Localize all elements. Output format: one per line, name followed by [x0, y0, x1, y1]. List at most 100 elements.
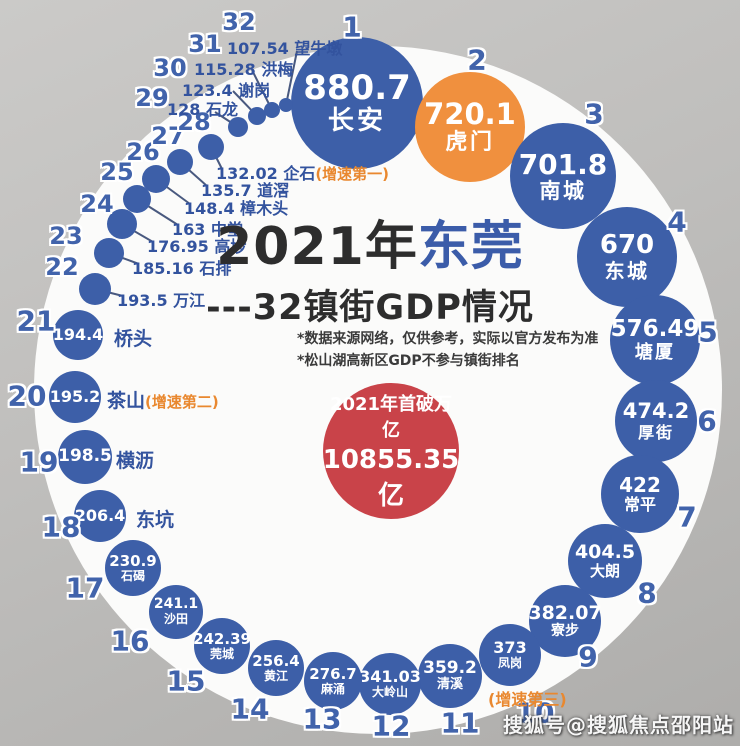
rank-number-26: 26 — [126, 138, 160, 166]
rank-number-12: 12 — [371, 709, 411, 743]
bubble-name: 石碣 — [120, 568, 145, 583]
rank-number-11: 11 — [440, 706, 480, 740]
rank-number-17: 17 — [65, 571, 105, 605]
rank-number-16: 16 — [110, 624, 150, 658]
town-label-26: 148.4 樟木头 — [184, 199, 289, 218]
bubble-name: 东城 — [604, 259, 650, 284]
rank-number-31: 31 — [188, 30, 222, 58]
gdp-bubble-14: 256.4 黄江 — [248, 640, 304, 696]
gdp-bubble-5: 576.49 塘厦 — [610, 295, 700, 385]
gdp-bubble-6: 474.2 厚街 — [615, 380, 697, 462]
town-label-29: 128 石龙 — [167, 100, 238, 119]
rank-number-20: 20 — [7, 379, 47, 413]
growth-rank-tag: (增速第三) — [488, 690, 567, 709]
rank-number-3: 3 — [584, 97, 604, 131]
bubble-value: 422 — [619, 472, 661, 497]
town-label-20: 茶山(增速第二) — [107, 390, 219, 412]
town-label-28: 132.02 企石(增速第一) — [216, 164, 390, 183]
gdp-bubble-17: 230.9 石碣 — [105, 540, 161, 596]
title-block: 2021年东莞 ---32镇街GDP情况 — [95, 220, 645, 330]
rank-number-4: 4 — [667, 205, 687, 239]
rank-number-30: 30 — [153, 54, 187, 82]
town-label-24: 176.95 高埗 — [147, 237, 247, 256]
rank-number-1: 1 — [342, 10, 362, 44]
gdp-bubble-11: 359.2 清溪 — [418, 644, 482, 708]
rank-number-29: 29 — [135, 84, 169, 112]
gdp-bubble-15: 242.39 莞城 — [193, 618, 251, 674]
bubble-name: 塘厦 — [634, 341, 676, 363]
rank-number-8: 8 — [637, 576, 657, 610]
town-label-25: 163 中堂 — [172, 220, 243, 239]
bubble-value: 880.7 — [303, 68, 411, 109]
gdp-bubble-26 — [142, 165, 170, 193]
page-title: 2021年东莞 — [95, 220, 645, 275]
town-label-23: 185.16 石排 — [132, 259, 232, 278]
bubble-name: 虎门 — [445, 129, 495, 155]
bubble-value: 242.39 — [193, 629, 251, 648]
town-label-18: 东坑 — [136, 509, 175, 531]
rank-number-18: 18 — [41, 510, 81, 544]
bubble-name: 大岭山 — [371, 685, 408, 700]
bubble-value: 195.2 — [49, 387, 101, 407]
growth-rank-tag: (增速第二) — [145, 393, 219, 411]
bubble-name: 厚街 — [638, 422, 674, 442]
gdp-bubble-12: 341.03 大岭山 — [359, 653, 421, 715]
rank-number-5: 5 — [698, 315, 718, 349]
rank-number-6: 6 — [697, 404, 717, 438]
bubble-name: 长安 — [327, 106, 387, 137]
total-gdp-badge: 2021年首破万亿 10855.35亿 — [323, 383, 459, 519]
gdp-bubble-18: 206.4 — [74, 490, 126, 542]
title-year: 2021年 — [216, 217, 418, 277]
rank-number-10: 10 — [515, 696, 555, 730]
bubble-value: 359.2 — [423, 658, 477, 679]
watermark-text: 搜狐号@搜狐焦点邵阳站 — [503, 713, 734, 737]
bubble-value: 206.4 — [74, 506, 126, 526]
bubble-value: 276.7 — [309, 664, 357, 683]
note-line: *松山湖高新区GDP不参与镇街排名 — [297, 352, 520, 369]
town-label-27: 135.7 道滘 — [201, 181, 290, 200]
bubble-value: 198.5 — [58, 446, 112, 467]
bubble-name: 黄江 — [263, 668, 288, 683]
gdp-bubble-32 — [279, 98, 293, 112]
gdp-bubble-13: 276.7 麻涌 — [304, 652, 362, 710]
bubble-value: 576.49 — [610, 316, 700, 343]
bubble-value: 256.4 — [252, 651, 300, 670]
town-label-22: 193.5 万江 — [117, 291, 206, 310]
rank-number-24: 24 — [80, 190, 114, 218]
rank-number-32: 32 — [222, 8, 256, 36]
gdp-bubble-22 — [79, 273, 111, 305]
gdp-bubble-7: 422 常平 — [601, 455, 679, 533]
bubble-value: 701.8 — [518, 147, 608, 181]
gdp-bubble-31 — [264, 102, 280, 118]
gdp-bubble-10: 373 凤岗 — [479, 624, 541, 686]
town-label-21: 桥头 — [114, 328, 153, 350]
gdp-bubble-4: 670 东城 — [577, 207, 677, 307]
bubble-value: 194.4 — [52, 325, 104, 345]
rank-number-14: 14 — [230, 692, 270, 726]
rank-number-25: 25 — [100, 158, 134, 186]
gdp-bubble-27 — [167, 149, 193, 175]
rank-number-9: 9 — [578, 640, 598, 674]
gdp-bubble-16: 241.1 沙田 — [149, 585, 203, 639]
gdp-bubble-30 — [248, 107, 266, 125]
badge-total-value: 10855.35亿 — [322, 445, 460, 511]
rank-number-28: 28 — [177, 108, 211, 136]
gdp-bubble-9: 382.07 寮步 — [528, 585, 602, 657]
town-label-32: 107.54 望牛墩 — [227, 39, 343, 58]
rank-number-7: 7 — [677, 500, 697, 534]
bubble-name: 麻涌 — [320, 681, 345, 696]
growth-rank-tag: (增速第一) — [315, 165, 390, 183]
gdp-bubble-19: 198.5 — [58, 430, 112, 484]
bubble-name: 大朗 — [589, 562, 620, 581]
title-city: 东莞 — [417, 217, 524, 277]
rank-number-19: 19 — [19, 445, 59, 479]
bubble-name: 凤岗 — [497, 656, 522, 671]
town-label-19: 横沥 — [116, 450, 155, 472]
rank-number-2: 2 — [467, 43, 487, 77]
bubble-value: 404.5 — [574, 540, 636, 563]
bubble-name: 南城 — [539, 178, 587, 203]
rank-number-13: 13 — [302, 702, 342, 736]
bubble-name: 寮步 — [551, 622, 579, 639]
rank-number-15: 15 — [166, 664, 206, 698]
